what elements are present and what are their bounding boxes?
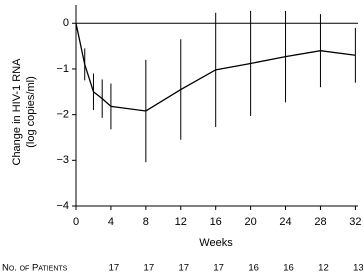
patient-count: 17 [109, 263, 120, 274]
y-axis-label: Change in HIV-1 RNA [11, 58, 23, 166]
patient-count: 12 [318, 263, 329, 274]
x-tick-label: 16 [210, 216, 222, 228]
y-tick-label: 0 [63, 17, 69, 29]
y-tick-label: −1 [56, 63, 69, 75]
data-line [75, 23, 356, 112]
x-tick-label: 32 [349, 216, 361, 228]
patient-count: 17 [178, 263, 189, 274]
x-tick-label: 4 [108, 216, 114, 228]
y-axis-label: (log copies/ml) [25, 76, 37, 148]
patient-count: 16 [248, 263, 259, 274]
y-tick-label: −2 [56, 109, 69, 121]
y-tick-label: −3 [56, 154, 69, 166]
x-tick-label: 24 [279, 216, 291, 228]
x-axis-label: Weeks [199, 237, 233, 249]
x-tick-label: 20 [244, 216, 256, 228]
y-tick-label: −4 [56, 200, 69, 212]
x-tick-label: 8 [143, 216, 149, 228]
patient-count: 17 [144, 263, 155, 274]
x-tick-label: 28 [314, 216, 326, 228]
patient-count: 17 [213, 263, 224, 274]
patient-count: 13 [353, 263, 363, 274]
x-tick-label: 12 [175, 216, 187, 228]
patients-label: No. of Patients [2, 263, 68, 274]
patient-count: 16 [283, 263, 294, 274]
x-tick-label: 0 [73, 216, 79, 228]
